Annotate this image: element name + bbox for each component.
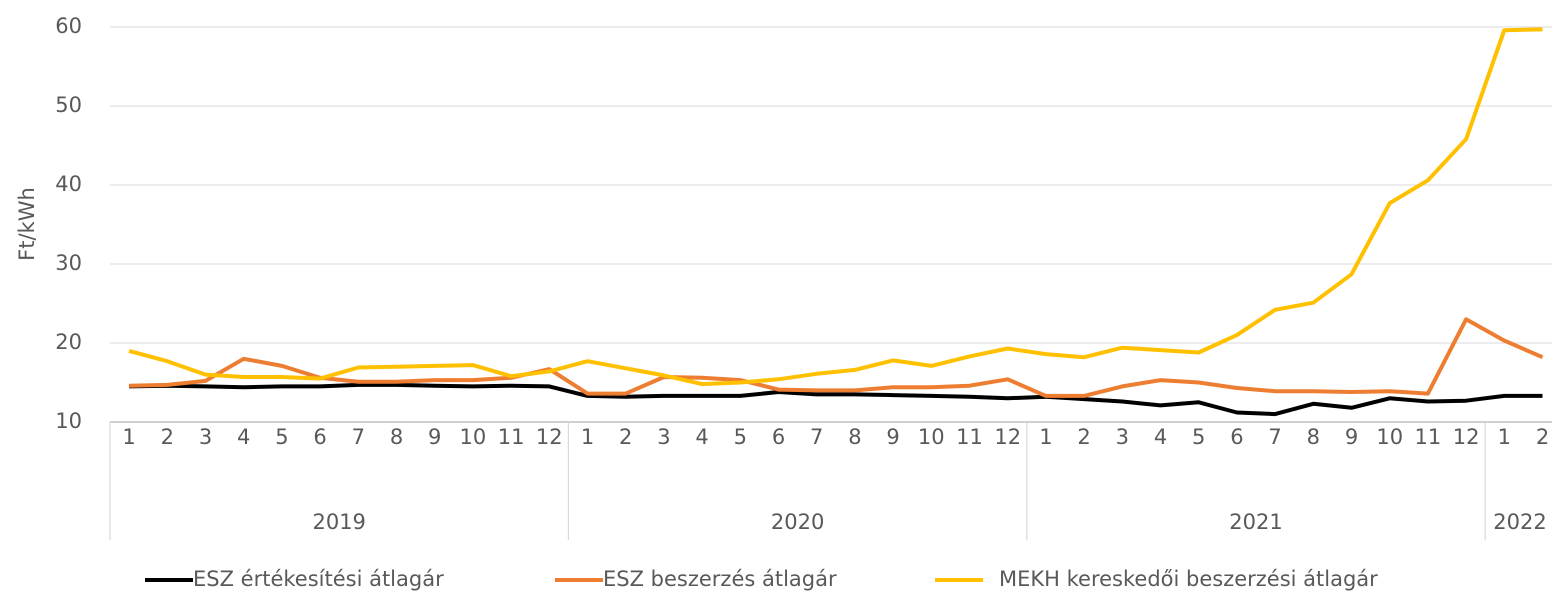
x-tick-label: 1 bbox=[1498, 425, 1511, 449]
y-axis-label: Ft/kWh bbox=[15, 187, 39, 261]
x-tick-label: 6 bbox=[1230, 425, 1243, 449]
y-tick-label: 10 bbox=[55, 409, 82, 433]
x-tick-label: 8 bbox=[848, 425, 861, 449]
x-tick-label: 6 bbox=[772, 425, 785, 449]
x-tick-label: 12 bbox=[536, 425, 563, 449]
x-tick-label: 5 bbox=[734, 425, 747, 449]
x-tick-label: 4 bbox=[1154, 425, 1167, 449]
x-tick-label: 11 bbox=[1415, 425, 1442, 449]
x-tick-label: 2 bbox=[1077, 425, 1090, 449]
x-tick-label: 2 bbox=[1536, 425, 1549, 449]
x-tick-label: 11 bbox=[956, 425, 983, 449]
x-tick-label: 5 bbox=[275, 425, 288, 449]
series-line bbox=[128, 27, 1543, 387]
legend-label: MEKH kereskedői beszerzési átlagár bbox=[999, 567, 1378, 591]
x-tick-label: 2 bbox=[161, 425, 174, 449]
x-tick-label: 1 bbox=[1039, 425, 1052, 449]
x-group-label: 2021 bbox=[1229, 510, 1282, 534]
x-tick-label: 10 bbox=[1376, 425, 1403, 449]
x-tick-label: 8 bbox=[390, 425, 403, 449]
series-line bbox=[129, 317, 1544, 398]
y-tick-label: 30 bbox=[55, 251, 82, 275]
x-group-label: 2020 bbox=[771, 510, 824, 534]
x-tick-label: 6 bbox=[313, 425, 326, 449]
x-tick-label: 7 bbox=[352, 425, 365, 449]
y-tick-label: 50 bbox=[55, 93, 82, 117]
x-tick-label: 3 bbox=[657, 425, 670, 449]
x-tick-label: 9 bbox=[1345, 425, 1358, 449]
x-tick-label: 3 bbox=[199, 425, 212, 449]
x-tick-label: 2 bbox=[619, 425, 632, 449]
x-tick-label: 7 bbox=[1268, 425, 1281, 449]
x-group-label: 2022 bbox=[1493, 510, 1546, 534]
x-group-label: 2019 bbox=[312, 510, 365, 534]
x-tick-label: 9 bbox=[886, 425, 899, 449]
y-tick-label: 40 bbox=[55, 172, 82, 196]
legend-label: ESZ értékesítési átlagár bbox=[193, 567, 444, 591]
x-tick-label: 7 bbox=[810, 425, 823, 449]
x-tick-label: 5 bbox=[1192, 425, 1205, 449]
y-tick-label: 60 bbox=[55, 14, 82, 38]
x-tick-label: 4 bbox=[237, 425, 250, 449]
x-tick-label: 3 bbox=[1116, 425, 1129, 449]
x-tick-label: 10 bbox=[918, 425, 945, 449]
x-tick-label: 12 bbox=[1453, 425, 1480, 449]
series-line bbox=[129, 382, 1543, 417]
x-tick-label: 11 bbox=[498, 425, 525, 449]
x-tick-label: 1 bbox=[581, 425, 594, 449]
x-tick-label: 12 bbox=[994, 425, 1021, 449]
x-tick-label: 8 bbox=[1307, 425, 1320, 449]
x-tick-label: 1 bbox=[122, 425, 135, 449]
legend-label: ESZ beszerzés átlagár bbox=[603, 567, 837, 591]
y-tick-label: 20 bbox=[55, 330, 82, 354]
x-tick-label: 9 bbox=[428, 425, 441, 449]
x-tick-label: 4 bbox=[695, 425, 708, 449]
x-tick-label: 10 bbox=[460, 425, 487, 449]
